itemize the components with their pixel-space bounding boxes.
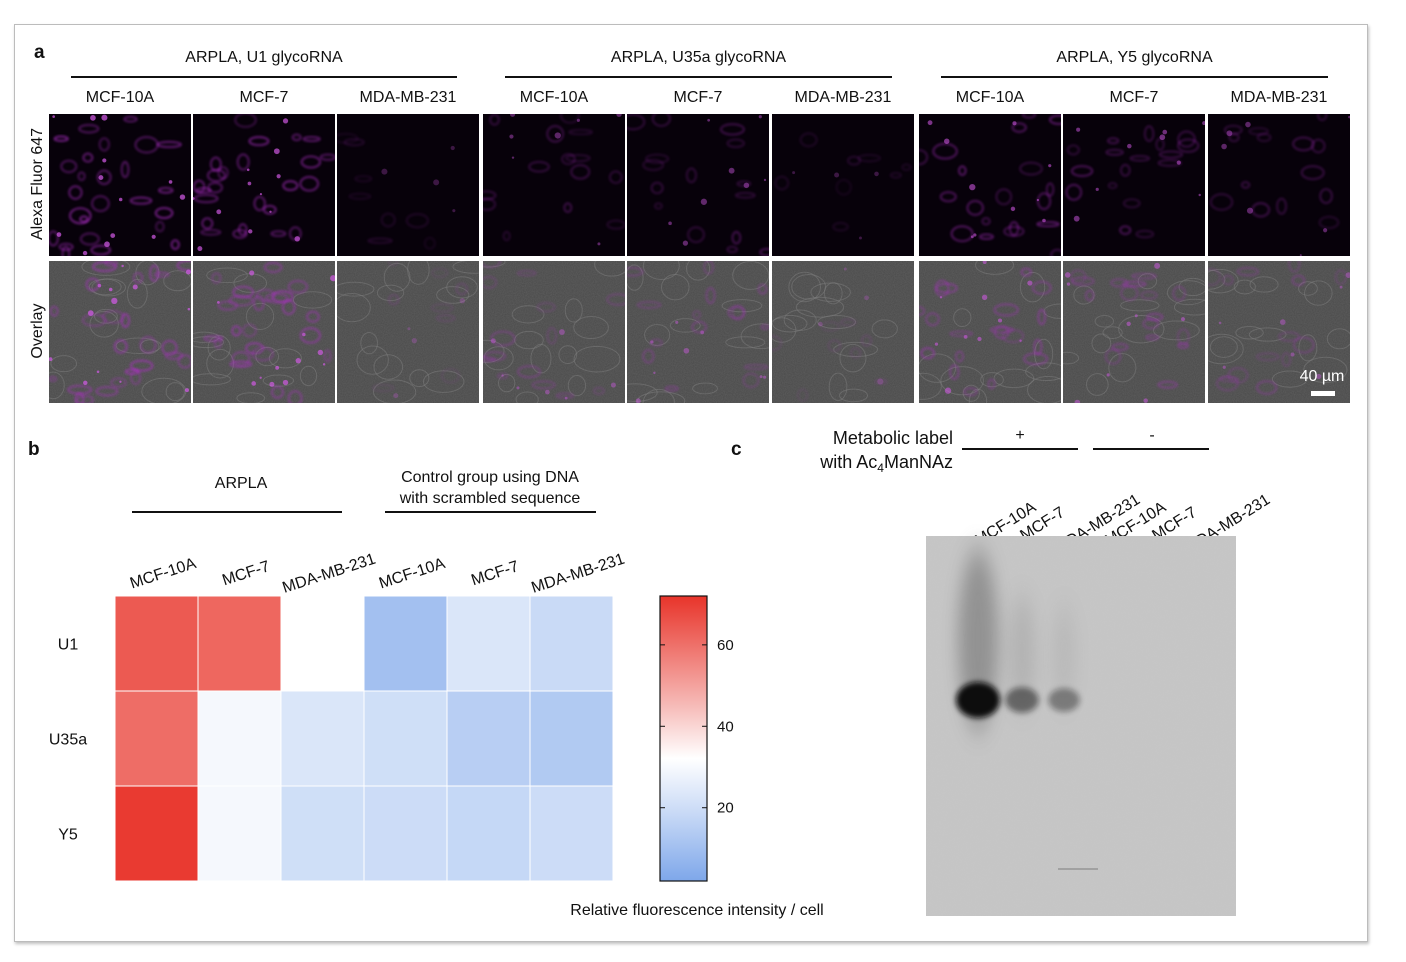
metabolic-label-line1: Metabolic label: [833, 428, 953, 448]
col-label-4: MCF-7: [674, 89, 723, 106]
heatmap-col-label-4: MCF-7: [469, 558, 521, 589]
fluor-tile-2: [337, 114, 479, 256]
overlay-tile-6: [919, 261, 1061, 403]
colorbar-tick-label-2: 60: [717, 637, 734, 654]
heatmap-cell-Y5-1: [197, 785, 282, 882]
col-label-8: MDA-MB-231: [1231, 89, 1328, 106]
heatmap-row-label-2: Y5: [58, 827, 78, 844]
scale-bar: [1311, 391, 1335, 396]
overlay-tile-4: [627, 261, 769, 403]
heatmap-cell-U35a-1: [197, 690, 282, 787]
group-title-1: ARPLA, U35a glycoRNA: [611, 49, 787, 66]
heatmap-cell-Y5-0: [114, 785, 199, 882]
colorbar-tick-label-0: 20: [717, 800, 734, 817]
heatmap-cell-Y5-2: [280, 785, 365, 882]
col-label-0: MCF-10A: [86, 89, 155, 106]
heatmap-col-label-1: MCF-7: [220, 558, 272, 589]
fluor-tile-8: [1208, 114, 1350, 256]
heatmap-cell-Y5-3: [363, 785, 448, 882]
col-label-7: MCF-7: [1110, 89, 1159, 106]
fluor-tile-1: [193, 114, 335, 256]
gel-band-1: [1005, 595, 1039, 713]
fluor-tile-3: [483, 114, 625, 256]
overlay-tile-1: [193, 261, 335, 403]
group-title-0: ARPLA, U1 glycoRNA: [185, 49, 343, 66]
condition-minus: -: [1149, 427, 1154, 444]
gel-band-0: [956, 550, 1000, 730]
overlay-tile-8: [1208, 261, 1350, 403]
fluor-tile-7: [1063, 114, 1205, 256]
fluor-tile-5: [772, 114, 914, 256]
heatmap-col-label-0: MCF-10A: [128, 555, 199, 592]
fluor-tile-4: [627, 114, 769, 256]
overlay-tile-7: [1063, 261, 1205, 403]
heatmap-col-label-3: MCF-10A: [377, 555, 448, 592]
heatmap-cell-U1-4: [446, 595, 531, 692]
col-label-6: MCF-10A: [956, 89, 1025, 106]
col-label-2: MDA-MB-231: [360, 89, 457, 106]
heatmap-cell-U1-2: [280, 595, 365, 692]
colorbar: [659, 595, 708, 882]
heatmap-cell-U1-5: [529, 595, 614, 692]
condition-plus: +: [1015, 427, 1024, 444]
heatmap-cell-U1-1: [197, 595, 282, 692]
heatmap-row-label-0: U1: [58, 637, 79, 654]
heatmap-cell-U35a-4: [446, 690, 531, 787]
heatmap-cell-Y5-5: [529, 785, 614, 882]
heatmap-row-label-1: U35a: [49, 732, 87, 749]
overlay-tile-3: [483, 261, 625, 403]
heatmap-cell-U35a-0: [114, 690, 199, 787]
scale-bar-label: 40 µm: [1300, 368, 1345, 385]
gel-band-2: [1048, 604, 1080, 712]
heatmap-col-label-5: MDA-MB-231: [529, 551, 627, 597]
group-title-2: ARPLA, Y5 glycoRNA: [1056, 49, 1213, 66]
overlay-tile-0: [49, 261, 191, 403]
colorbar-label: Relative fluorescence intensity / cell: [570, 902, 823, 919]
metabolic-label-line2: with Ac4ManNAz: [819, 452, 953, 475]
heatmap-cell-U35a-5: [529, 690, 614, 787]
row-label-fluor: Alexa Fluor 647: [29, 128, 46, 240]
colorbar-tick-label-1: 40: [717, 718, 734, 735]
heatmap-group-arpla: ARPLA: [215, 475, 268, 492]
overlay-tile-5: [772, 261, 914, 403]
fluor-tile-0: [49, 114, 191, 256]
col-label-3: MCF-10A: [520, 89, 589, 106]
heatmap-cell-U35a-3: [363, 690, 448, 787]
heatmap-col-label-2: MDA-MB-231: [280, 551, 378, 597]
heatmap-cell-Y5-4: [446, 785, 531, 882]
heatmap-group-control-line1: Control group using DNA: [401, 469, 579, 486]
panel-c-letter: c: [731, 439, 742, 460]
col-label-5: MDA-MB-231: [795, 89, 892, 106]
overlay-tile-2: [337, 261, 479, 403]
panel-a-letter: a: [34, 42, 45, 63]
heatmap-group-control-line2: with scrambled sequence: [399, 490, 581, 507]
heatmap-cell-U35a-2: [280, 690, 365, 787]
col-label-1: MCF-7: [240, 89, 289, 106]
heatmap-cell-U1-0: [114, 595, 199, 692]
panel-b-letter: b: [28, 439, 40, 460]
fluor-tile-6: [919, 114, 1061, 256]
heatmap-cell-U1-3: [363, 595, 448, 692]
row-label-overlay: Overlay: [29, 303, 46, 358]
